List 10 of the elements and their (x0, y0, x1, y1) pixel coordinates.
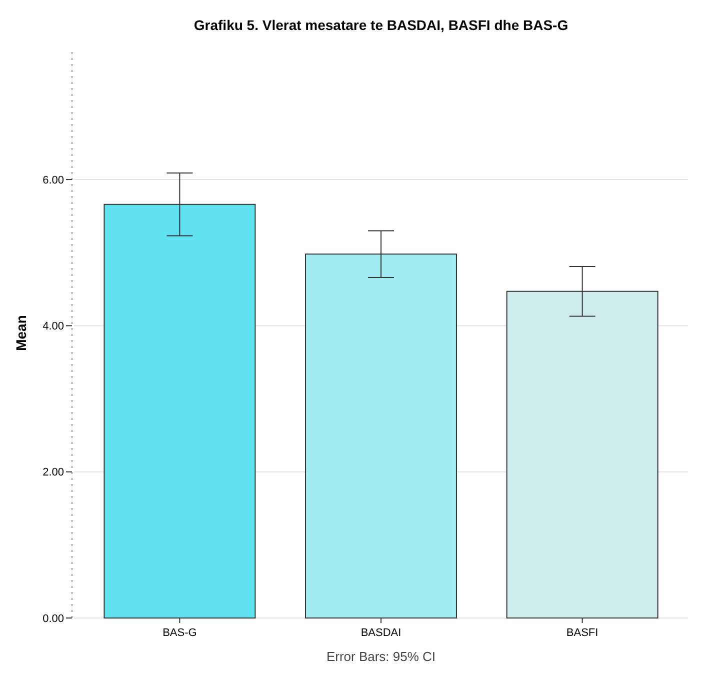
x-tick-label: BASDAI (360, 627, 402, 639)
y-tick-label: 6.00 (42, 174, 64, 186)
y-tick-label: 4.00 (42, 320, 64, 333)
y-tick-label: 2.00 (42, 466, 64, 479)
text: Error Bars: 95% CI (326, 649, 436, 664)
y-axis-title: Mean (13, 315, 29, 351)
x-tick-label: BASFI (566, 627, 598, 639)
x-tick-label: BAS-G (162, 627, 197, 639)
chart-title: Grafiku 5. Vlerat mesatare te BASDAI, BASFI dhe BAS-G (194, 17, 568, 33)
y-tick-label: 0.00 (42, 612, 64, 625)
